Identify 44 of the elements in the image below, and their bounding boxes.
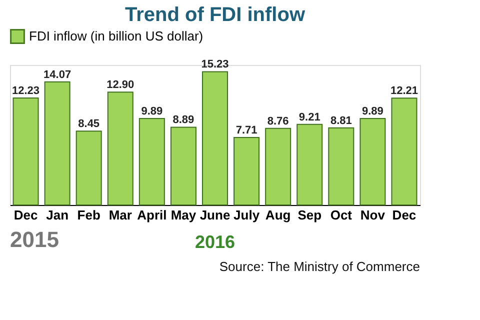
bar: [328, 127, 354, 206]
legend-label: FDI inflow (in billion US dollar): [29, 28, 204, 44]
x-tick-label: Aug: [265, 208, 291, 222]
x-tick-label: Oct: [330, 208, 353, 222]
text: 2015: [10, 227, 59, 252]
data-label: 8.89: [172, 114, 194, 126]
data-label: 12.21: [390, 85, 418, 98]
data-label: 8.45: [78, 118, 100, 130]
text: 2016: [194, 232, 236, 252]
bar: [296, 124, 323, 206]
source-note: Source: The Ministry of Commerce: [219, 259, 420, 274]
bar: [265, 128, 292, 206]
data-label: 9.89: [141, 105, 163, 118]
data-label: 8.76: [267, 115, 289, 128]
bar: [12, 97, 39, 206]
data-label: 8.81: [330, 114, 352, 127]
x-tick-label: July: [234, 208, 260, 222]
x-tick-label: May: [170, 208, 197, 222]
data-label: 12.90: [106, 79, 134, 92]
x-tick-label: June: [200, 208, 230, 222]
x-tick-label: Jan: [46, 208, 69, 222]
bar: [44, 81, 70, 206]
bar: [234, 137, 260, 206]
x-tick-label: April: [137, 208, 167, 222]
x-tick-label: Nov: [360, 208, 386, 222]
chart-title: Trend of FDI inflow: [125, 4, 306, 26]
bar: [170, 126, 196, 206]
bar: [202, 71, 228, 206]
bar: [360, 118, 386, 206]
data-label: 14.07: [44, 68, 72, 81]
x-tick-label: Mar: [108, 208, 132, 222]
bar: [391, 98, 418, 206]
bar: [107, 92, 134, 206]
x-tick-label: Dec: [14, 208, 38, 222]
data-label: 9.21: [298, 111, 320, 124]
data-label: 15.23: [201, 58, 229, 71]
data-label: 9.89: [362, 105, 384, 118]
data-label: 7.71: [236, 124, 258, 137]
x-tick-label: Dec: [392, 208, 416, 222]
x-tick-label: Sep: [298, 208, 322, 222]
data-label: 12.23: [12, 84, 40, 97]
bar: [138, 118, 165, 206]
x-tick-label: Feb: [77, 208, 100, 222]
bar: [76, 130, 102, 206]
